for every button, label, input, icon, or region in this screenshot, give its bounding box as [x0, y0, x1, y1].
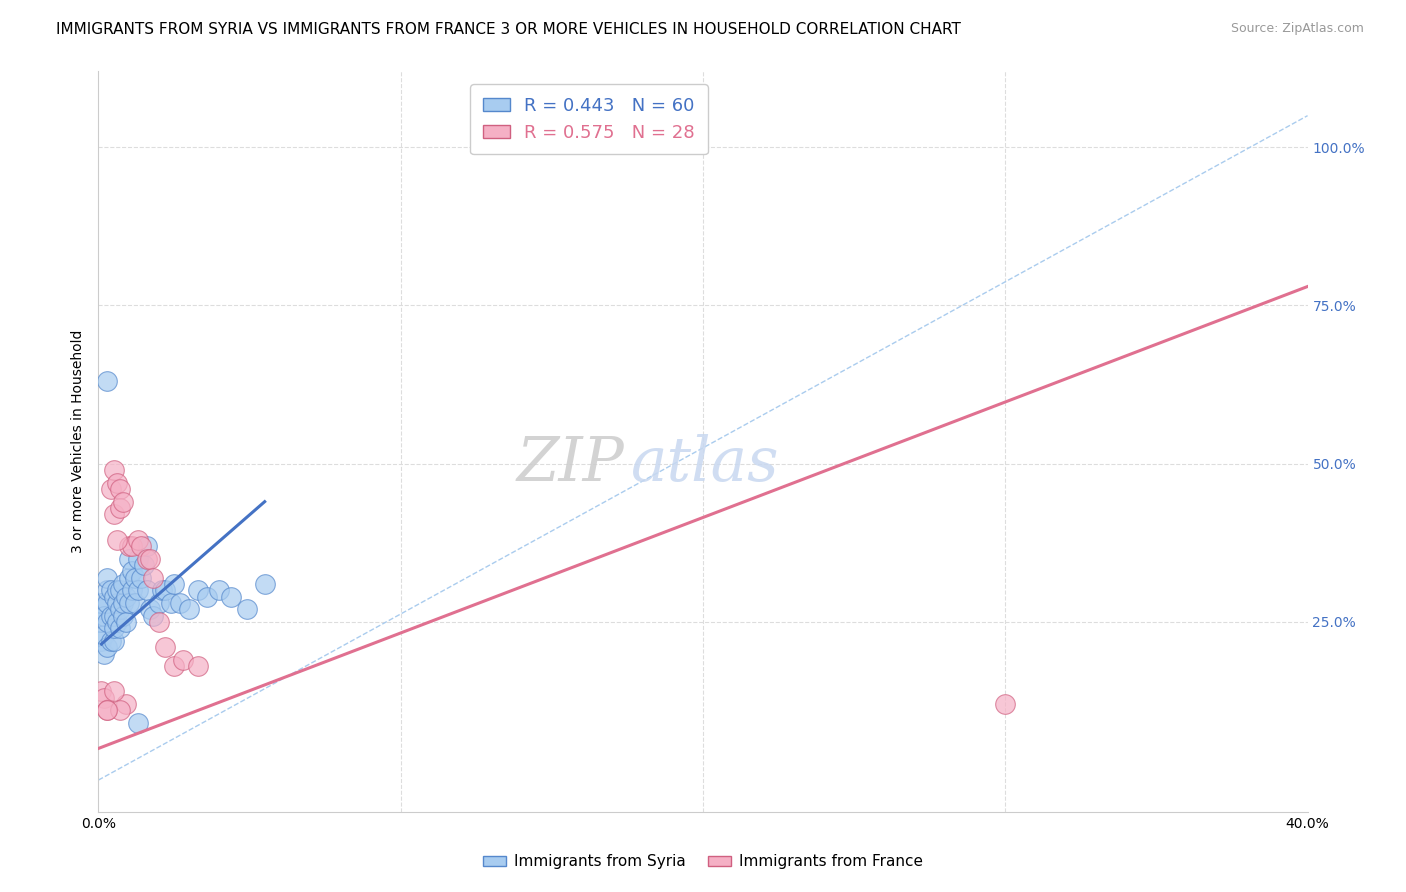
Point [153, 640, 176, 655]
Point [135, 583, 157, 598]
Y-axis label: 3 or more Vehicles in Household: 3 or more Vehicles in Household [70, 330, 84, 553]
Point [127, 583, 149, 598]
Point [132, 558, 155, 572]
Point [93, 608, 115, 623]
Point [96, 640, 118, 655]
Point [221, 590, 243, 604]
Point [103, 684, 125, 698]
Point [118, 596, 141, 610]
Point [96, 583, 118, 598]
Point [93, 690, 115, 705]
Point [103, 633, 125, 648]
Point [114, 615, 136, 629]
Point [142, 571, 165, 585]
Point [139, 551, 162, 566]
Point [127, 533, 149, 547]
Point [124, 596, 146, 610]
Point [150, 583, 173, 598]
Text: IMMIGRANTS FROM SYRIA VS IMMIGRANTS FROM FRANCE 3 OR MORE VEHICLES IN HOUSEHOLD : IMMIGRANTS FROM SYRIA VS IMMIGRANTS FROM… [56, 22, 962, 37]
Point [160, 596, 183, 610]
Point [108, 482, 131, 496]
Point [994, 697, 1017, 711]
Point [121, 583, 143, 598]
Point [114, 590, 136, 604]
Point [103, 508, 125, 522]
Point [114, 697, 136, 711]
Legend: Immigrants from Syria, Immigrants from France: Immigrants from Syria, Immigrants from F… [477, 848, 929, 875]
Point [96, 375, 118, 389]
Point [124, 571, 146, 585]
Point [105, 615, 128, 629]
Point [103, 463, 125, 477]
Point [129, 539, 152, 553]
Point [118, 539, 141, 553]
Point [90, 633, 112, 648]
Point [93, 627, 115, 641]
Legend: R = 0.443   N = 60, R = 0.575   N = 28: R = 0.443 N = 60, R = 0.575 N = 28 [470, 84, 707, 154]
Point [90, 602, 112, 616]
Point [235, 602, 257, 616]
Point [148, 615, 170, 629]
Point [103, 608, 125, 623]
Point [187, 583, 209, 598]
Point [111, 577, 134, 591]
Point [100, 482, 122, 496]
Point [103, 590, 125, 604]
Point [111, 494, 134, 508]
Point [108, 500, 131, 515]
Text: Source: ZipAtlas.com: Source: ZipAtlas.com [1230, 22, 1364, 36]
Point [153, 583, 176, 598]
Point [111, 608, 134, 623]
Point [105, 596, 128, 610]
Point [139, 602, 162, 616]
Point [100, 633, 122, 648]
Point [135, 539, 157, 553]
Text: atlas: atlas [630, 434, 779, 494]
Point [90, 615, 112, 629]
Point [163, 659, 186, 673]
Point [105, 475, 128, 490]
Point [90, 596, 112, 610]
Point [121, 539, 143, 553]
Point [163, 577, 186, 591]
Point [105, 583, 128, 598]
Text: ZIP: ZIP [516, 434, 624, 494]
Point [96, 615, 118, 629]
Point [118, 571, 141, 585]
Point [96, 703, 118, 717]
Point [121, 564, 143, 578]
Point [142, 608, 165, 623]
Point [108, 602, 131, 616]
Point [108, 621, 131, 635]
Point [172, 653, 194, 667]
Point [96, 596, 118, 610]
Point [135, 551, 157, 566]
Point [100, 583, 122, 598]
Point [169, 596, 191, 610]
Point [105, 533, 128, 547]
Point [127, 716, 149, 731]
Point [253, 577, 276, 591]
Point [93, 647, 115, 661]
Point [96, 571, 118, 585]
Point [195, 590, 218, 604]
Point [96, 703, 118, 717]
Point [103, 621, 125, 635]
Point [148, 596, 170, 610]
Point [129, 571, 152, 585]
Point [111, 596, 134, 610]
Point [100, 608, 122, 623]
Point [108, 583, 131, 598]
Point [179, 602, 201, 616]
Point [118, 551, 141, 566]
Point [90, 684, 112, 698]
Point [208, 583, 231, 598]
Point [108, 703, 131, 717]
Point [187, 659, 209, 673]
Point [127, 551, 149, 566]
